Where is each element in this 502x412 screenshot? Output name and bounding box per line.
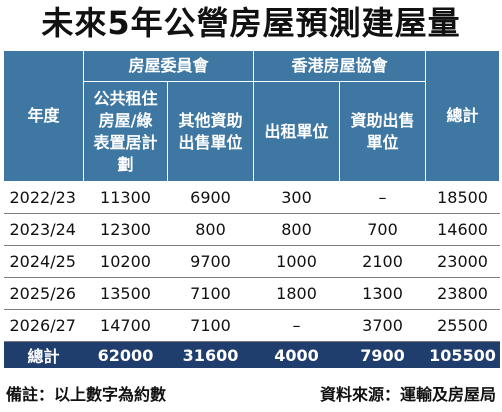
cell-total-other-subsidised: 31600: [167, 341, 254, 368]
header-col-rental-units: 出租單位: [253, 81, 341, 182]
housing-table: 年度 房屋委員會 香港房屋協會 總計 公共租住房屋/綠表置居計劃 其他資助出售單…: [3, 50, 501, 368]
header-col-other-subsidised: 其他資助出售單位: [166, 81, 255, 182]
page-title: 未來5年公營房屋預測建屋量: [41, 4, 461, 42]
header-col-public-rental-label: 公共租住房屋/綠表置居計劃: [93, 88, 158, 174]
cell-year: 2025/26: [3, 277, 84, 310]
total-row: 總計 62000 31600 4000 7900 105500: [3, 341, 500, 368]
cell-public-rental: 13500: [83, 277, 168, 310]
cell-subsidised-sale: 2100: [339, 245, 426, 278]
footer: 備註：以上數字為約數 資料來源：運輸及房屋局: [0, 382, 502, 408]
cell-total: 23800: [425, 277, 500, 310]
cell-rental-units: 300: [253, 181, 340, 214]
cell-year: 2022/23: [3, 181, 84, 214]
header-year: 年度: [3, 50, 84, 182]
cell-rental-units: 1800: [253, 277, 340, 310]
header-total: 總計: [425, 50, 501, 182]
header-group-housing-society: 香港房屋協會: [253, 50, 427, 82]
cell-subsidised-sale: –: [339, 181, 426, 214]
cell-other-subsidised: 7100: [167, 309, 254, 342]
cell-public-rental: 11300: [83, 181, 168, 214]
cell-other-subsidised: 7100: [167, 277, 254, 310]
header-group-housing-authority: 房屋委員會: [82, 50, 255, 82]
cell-total-label: 總計: [3, 341, 84, 368]
cell-total: 25500: [425, 309, 500, 342]
cell-other-subsidised: 9700: [167, 245, 254, 278]
cell-grand-total: 105500: [425, 341, 500, 368]
cell-rental-units: 800: [253, 213, 340, 246]
cell-other-subsidised: 800: [167, 213, 254, 246]
footer-note: 備註：以上數字為約數: [6, 385, 167, 404]
cell-subsidised-sale: 700: [339, 213, 426, 246]
footer-source: 資料來源：運輸及房屋局: [319, 385, 496, 404]
cell-public-rental: 12300: [83, 213, 168, 246]
cell-total-subsidised-sale: 7900: [339, 341, 426, 368]
table-row: 2022/23 11300 6900 300 – 18500: [3, 181, 500, 214]
header-col-subsidised-sale: 資助出售單位: [339, 81, 427, 182]
table-row: 2025/26 13500 7100 1800 1300 23800: [3, 277, 500, 310]
cell-subsidised-sale: 3700: [339, 309, 426, 342]
cell-total: 18500: [425, 181, 500, 214]
cell-total: 14600: [425, 213, 500, 246]
table-row: 2023/24 12300 800 800 700 14600: [3, 213, 500, 246]
cell-public-rental: 14700: [83, 309, 168, 342]
cell-other-subsidised: 6900: [167, 181, 254, 214]
cell-rental-units: –: [253, 309, 340, 342]
header-col-other-subsidised-label: 其他資助出售單位: [178, 110, 243, 152]
cell-subsidised-sale: 1300: [339, 277, 426, 310]
cell-rental-units: 1000: [253, 245, 340, 278]
table-row: 2026/27 14700 7100 – 3700 25500: [3, 309, 500, 342]
cell-year: 2023/24: [3, 213, 84, 246]
header-col-public-rental: 公共租住房屋/綠表置居計劃: [83, 81, 168, 182]
header-col-subsidised-sale-label: 資助出售單位: [350, 110, 415, 152]
cell-year: 2026/27: [3, 309, 84, 342]
cell-total: 23000: [425, 245, 500, 278]
cell-total-public-rental: 62000: [83, 341, 168, 368]
cell-public-rental: 10200: [83, 245, 168, 278]
table-row: 2024/25 10200 9700 1000 2100 23000: [3, 245, 500, 278]
cell-total-rental-units: 4000: [253, 341, 340, 368]
cell-year: 2024/25: [3, 245, 84, 278]
